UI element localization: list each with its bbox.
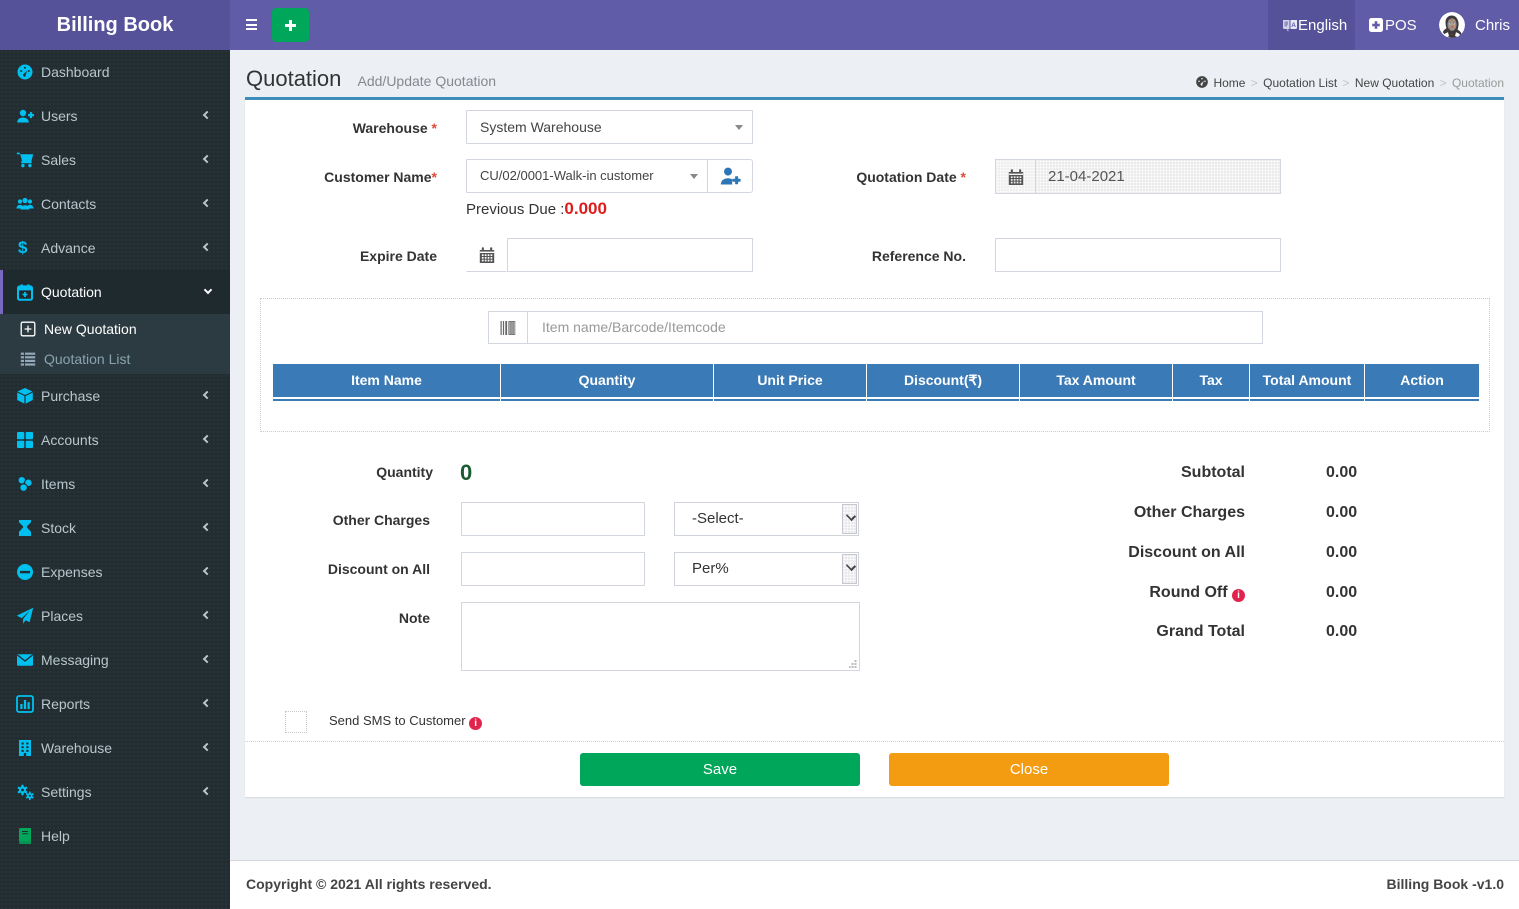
- svg-text:A: A: [1291, 22, 1296, 29]
